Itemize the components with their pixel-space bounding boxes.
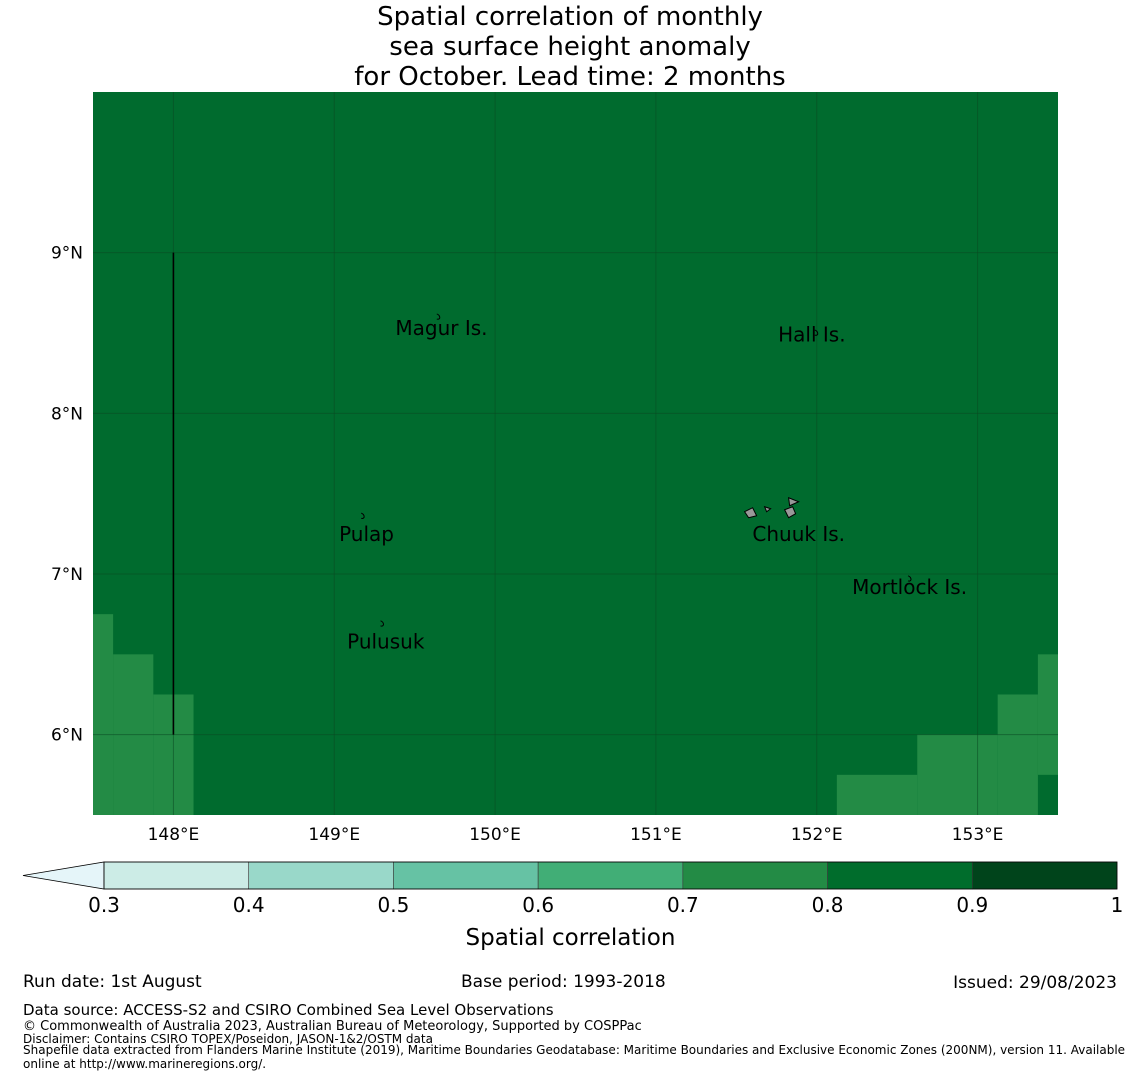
island-shape bbox=[788, 496, 800, 507]
island-shape bbox=[436, 313, 441, 320]
y-tick-label: 6°N bbox=[51, 726, 83, 746]
island-shape bbox=[380, 620, 385, 627]
correlation-cell bbox=[1037, 654, 1058, 775]
island-label: Chuuk Is. bbox=[752, 522, 845, 546]
island-shape bbox=[783, 506, 797, 519]
title-line-2: sea surface height anomaly bbox=[389, 32, 751, 62]
data-source: Data source: ACCESS-S2 and CSIRO Combine… bbox=[23, 1001, 554, 1019]
x-tick-label: 151°E bbox=[630, 825, 682, 845]
correlation-cell bbox=[917, 734, 998, 815]
x-tick-label: 150°E bbox=[469, 825, 521, 845]
island-label: Pulap bbox=[339, 522, 394, 546]
island-shape bbox=[360, 512, 365, 519]
island-shape bbox=[743, 507, 758, 519]
colorbar-tick-label: 0.8 bbox=[812, 893, 844, 917]
colorbar-tick-label: 0.9 bbox=[956, 893, 988, 917]
colorbar-segment bbox=[103, 861, 250, 890]
y-tick-label: 7°N bbox=[51, 565, 83, 585]
map-background bbox=[93, 92, 1058, 815]
colorbar: 0.3 0.4 0.5 0.6 0.7 0.8 0.9 1 Spatial correlatio… bbox=[22, 861, 1124, 951]
disclaimer: Disclaimer: Contains CSIRO TOPEX/Poseido… bbox=[23, 1032, 433, 1046]
run-date: Run date: 1st August bbox=[23, 972, 202, 992]
colorbar-segment bbox=[827, 861, 973, 890]
colorbar-segment bbox=[248, 861, 394, 890]
colorbar-extension bbox=[22, 861, 105, 890]
island-shape bbox=[814, 329, 819, 336]
island-label: Mortlock Is. bbox=[852, 575, 967, 599]
correlation-cell bbox=[997, 694, 1038, 815]
island-shape bbox=[907, 575, 912, 582]
y-tick-label: 9°N bbox=[51, 244, 83, 264]
title-line-1: Spatial correlation of monthly bbox=[377, 2, 763, 32]
issued-date: Issued: 29/08/2023 bbox=[953, 973, 1117, 993]
island-label: Pulusuk bbox=[347, 629, 425, 653]
colorbar-segment bbox=[393, 861, 539, 890]
correlation-map: 148°E 149°E 150°E 151°E 152°E 153°E 9°N 8°N 7°N 6… bbox=[51, 92, 1058, 845]
copyright: © Commonwealth of Australia 2023, Austra… bbox=[23, 1019, 642, 1034]
shapefile-credit: Shapefile data extracted from Flanders M… bbox=[23, 1043, 1126, 1071]
colorbar-tick-label: 0.5 bbox=[378, 893, 410, 917]
x-tick-label: 149°E bbox=[308, 825, 360, 845]
colorbar-segment bbox=[682, 861, 828, 890]
title-line-3: for October. Lead time: 2 months bbox=[354, 62, 786, 92]
island-label: Magur Is. bbox=[395, 316, 487, 340]
colorbar-tick-label: 0.4 bbox=[233, 893, 265, 917]
map-title: Spatial correlation of monthly sea surfa… bbox=[0, 2, 1140, 92]
colorbar-outline bbox=[103, 861, 1118, 890]
colorbar-tick-label: 0.6 bbox=[522, 893, 554, 917]
base-period: Base period: 1993-2018 bbox=[461, 972, 666, 992]
colorbar-segment bbox=[537, 861, 684, 890]
correlation-cell bbox=[93, 614, 114, 815]
colorbar-tick-label: 0.7 bbox=[667, 893, 699, 917]
x-tick-label: 153°E bbox=[952, 825, 1004, 845]
correlation-cell bbox=[836, 774, 918, 815]
colorbar-tick-label: 0.3 bbox=[88, 893, 120, 917]
colorbar-tick-label: 1 bbox=[1111, 893, 1124, 917]
y-tick-label: 8°N bbox=[51, 404, 83, 424]
x-tick-label: 148°E bbox=[148, 825, 200, 845]
island-shape bbox=[763, 505, 772, 513]
colorbar-label: Spatial correlation bbox=[466, 925, 676, 951]
x-tick-label: 152°E bbox=[791, 825, 843, 845]
island-label: Hall Is. bbox=[778, 323, 845, 347]
colorbar-segment bbox=[971, 861, 1118, 890]
